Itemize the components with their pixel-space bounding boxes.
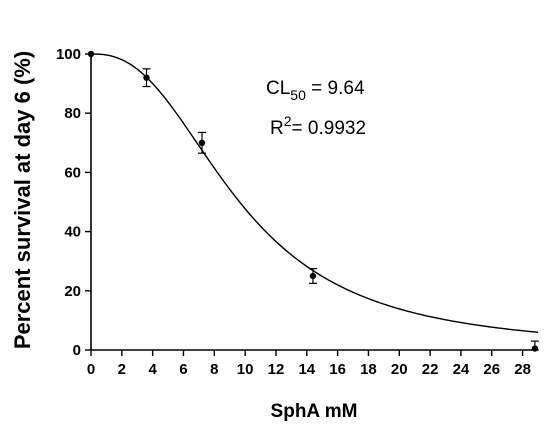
y-tick-label: 80 <box>64 105 81 122</box>
r2-superscript: 2 <box>284 113 292 129</box>
x-tick-label: 26 <box>483 361 500 378</box>
x-tick-label: 12 <box>268 361 285 378</box>
x-tick-label: 24 <box>453 361 470 378</box>
y-tick-label: 40 <box>64 224 81 241</box>
cl50-subscript: 50 <box>290 87 306 103</box>
data-point <box>143 74 150 81</box>
x-tick-label: 10 <box>237 361 254 378</box>
cl50-value: = 9.64 <box>306 78 365 99</box>
y-tick-label: 20 <box>64 283 81 300</box>
r2-value: = 0.9932 <box>292 118 367 139</box>
x-tick-label: 14 <box>298 361 315 378</box>
x-tick-label: 28 <box>514 361 531 378</box>
fit-curve <box>90 53 539 333</box>
y-axis-ticks: 0 20 40 60 80 100 <box>56 46 91 359</box>
x-tick-label: 18 <box>360 361 377 378</box>
x-tick-label: 4 <box>148 361 157 378</box>
x-tick-label: 16 <box>329 361 346 378</box>
data-point <box>198 139 206 146</box>
y-tick-label: 0 <box>73 342 81 359</box>
x-axis-title: SphA mM <box>271 401 358 422</box>
data-point <box>309 272 317 280</box>
y-axis-title: Percent survival at day 6 (%) <box>10 51 35 349</box>
cl50-prefix: CL <box>266 78 290 99</box>
x-tick-label: 8 <box>210 361 218 378</box>
x-tick-label: 22 <box>422 361 439 378</box>
y-tick-label: 100 <box>56 46 81 63</box>
r2-annotation: R2= 0.9932 <box>270 113 366 139</box>
cl50-annotation: CL50 = 9.64 <box>266 78 365 103</box>
x-tick-label: 6 <box>179 361 187 378</box>
r2-prefix: R <box>270 118 284 139</box>
x-axis-ticks: 0 2 4 6 8 10 12 14 16 18 20 22 24 26 28 <box>87 350 531 378</box>
error-bars <box>142 68 539 351</box>
x-tick-label: 2 <box>118 361 126 378</box>
x-tick-label: 0 <box>87 361 95 378</box>
y-tick-label: 60 <box>64 164 81 181</box>
x-tick-label: 20 <box>391 361 408 378</box>
